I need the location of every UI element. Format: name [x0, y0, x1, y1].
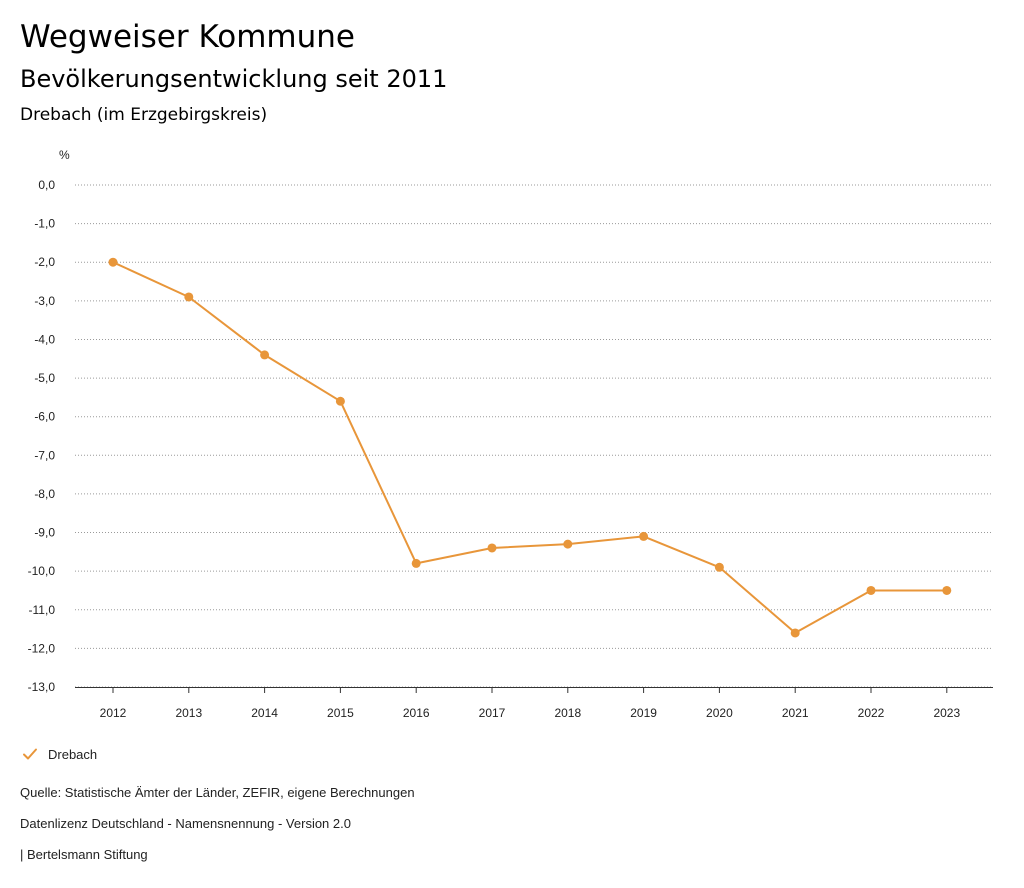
x-tick-label: 2017: [479, 706, 506, 720]
data-point[interactable]: [487, 543, 497, 553]
license-note: Datenlizenz Deutschland - Namensnennung …: [20, 816, 351, 831]
source-note: Quelle: Statistische Ämter der Länder, Z…: [20, 785, 415, 800]
x-tick-label: 2022: [858, 706, 885, 720]
legend-label: Drebach: [48, 746, 98, 762]
chart-subtitle: Bevölkerungsentwicklung seit 2011: [20, 65, 448, 93]
y-tick-label: -9,0: [34, 526, 55, 540]
data-point[interactable]: [411, 558, 421, 568]
y-axis-ticks: 0,0 -1,0 -2,0 -3,0 -4,0 -5,0 -6,0 -7,0 -8,0 -9,0 -…: [28, 178, 56, 694]
x-tick-label: 2014: [251, 706, 278, 720]
y-tick-label: 0,0: [38, 178, 55, 192]
x-tick-label: 2013: [175, 706, 202, 720]
grid-lines: [75, 184, 993, 688]
data-point[interactable]: [335, 396, 345, 406]
data-point[interactable]: [714, 562, 724, 572]
y-tick-label: -3,0: [34, 294, 55, 308]
data-point[interactable]: [942, 585, 952, 595]
publisher-note: | Bertelsmann Stiftung: [20, 847, 148, 862]
x-tick-label: 2016: [403, 706, 430, 720]
data-point[interactable]: [639, 531, 649, 541]
data-point[interactable]: [866, 585, 876, 595]
y-tick-label: -10,0: [28, 564, 56, 578]
x-tick-label: 2023: [933, 706, 960, 720]
y-tick-label: -8,0: [34, 487, 55, 501]
y-tick-label: -6,0: [34, 410, 55, 424]
y-tick-label: -11,0: [29, 603, 56, 617]
page-title: Wegweiser Kommune: [20, 19, 355, 55]
data-point[interactable]: [790, 628, 800, 638]
x-tick-label: 2021: [782, 706, 809, 720]
x-tick-label: 2020: [706, 706, 733, 720]
y-tick-label: -2,0: [34, 255, 55, 269]
y-tick-label: -12,0: [28, 641, 56, 655]
x-tick-label: 2012: [100, 706, 127, 720]
y-tick-label: -7,0: [34, 448, 55, 462]
legend-item-drebach[interactable]: Drebach: [22, 744, 97, 764]
y-tick-label: -13,0: [28, 680, 56, 694]
y-tick-label: -4,0: [34, 332, 55, 346]
data-point[interactable]: [563, 539, 573, 549]
data-point[interactable]: [184, 292, 194, 302]
series-line: [112, 261, 947, 634]
region-label: Drebach (im Erzgebirgskreis): [20, 105, 268, 125]
y-axis-unit-label: %: [59, 148, 70, 162]
y-tick-label: -5,0: [34, 371, 55, 385]
x-tick-label: 2019: [630, 706, 657, 720]
x-axis: 2012 2013 2014 2015 2016 2017 2018 2019 2020 2021…: [75, 687, 993, 720]
y-tick-label: -1,0: [34, 217, 55, 231]
series-drebach: [108, 257, 952, 638]
x-tick-label: 2015: [327, 706, 354, 720]
data-point[interactable]: [260, 350, 270, 360]
x-tick-label: 2018: [554, 706, 581, 720]
data-point[interactable]: [108, 257, 118, 267]
line-chart: 0,0 -1,0 -2,0 -3,0 -4,0 -5,0 -6,0 -7,0 -8,0 -9,0 -…: [28, 148, 993, 720]
check-icon: [23, 748, 37, 760]
